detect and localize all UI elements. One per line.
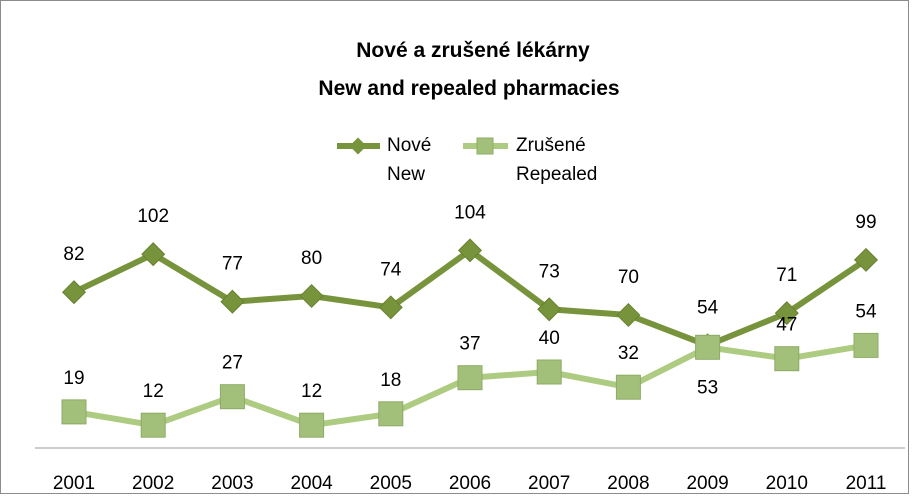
x-tick-label-2006: 2006 [449,473,491,494]
x-tick-label-2002: 2002 [132,473,174,494]
marker-new-2004 [299,283,324,309]
marker-repealed-2001 [61,399,87,425]
marker-new-2007 [537,297,562,322]
series-line-new [72,247,868,349]
marker-new-2008 [616,302,641,328]
chart-title-line-1: Nové a zrušené lékárny [356,39,590,62]
data-label-repealed-2004: 12 [301,381,322,402]
data-label-repealed-2011: 54 [855,301,877,322]
data-label-repealed-2005: 18 [380,370,401,391]
marker-repealed-2007 [536,359,562,385]
data-label-new-2003: 77 [222,254,243,275]
marker-repealed-2004 [299,412,325,438]
data-label-repealed-2008: 32 [618,343,639,364]
x-tick-label-2005: 2005 [370,473,412,494]
data-label-new-2004: 80 [301,248,322,269]
marker-new-2011 [853,247,879,272]
marker-repealed-2008 [615,374,641,400]
x-tick-label-2004: 2004 [290,473,333,494]
data-label-repealed-2006: 37 [459,334,480,355]
data-label-new-2005: 74 [380,259,402,280]
legend-label-new-2: New [387,164,425,185]
legend: Nové New Zrušené Repealed [337,135,597,185]
data-label-new-2001: 82 [63,244,84,265]
x-tick-label-2009: 2009 [686,473,728,494]
legend-label-repealed-1: Zrušené [516,135,586,156]
legend-label-new-1: Nové [387,135,431,156]
x-tick-label-2003: 2003 [211,473,253,494]
marker-repealed-2003 [219,384,245,410]
data-label-repealed-2010: 47 [776,315,797,336]
legend-label-repealed-2: Repealed [516,164,597,185]
x-tick-label-2007: 2007 [528,473,570,494]
data-label-repealed-2003: 27 [222,353,243,374]
data-label-new-2009: 54 [697,297,719,318]
data-label-new-2006: 104 [454,202,486,223]
legend-marker-repealed [476,137,494,155]
legend-marker-new [349,137,367,155]
legend-item-new: Nové New [337,135,431,185]
series-markers [61,238,879,438]
x-tick-label-2010: 2010 [766,473,808,494]
marker-repealed-2011 [853,332,879,358]
x-tick-labels: 2001 2002 2003 2004 2005 2006 2007 2008 2009 2010… [53,473,887,494]
x-tick-label-2008: 2008 [607,473,649,494]
x-tick-label-2001: 2001 [53,473,95,494]
data-label-new-2007: 73 [539,261,560,282]
data-label-repealed-2007: 40 [539,328,560,349]
data-label-repealed-2002: 12 [143,381,164,402]
marker-repealed-2006 [457,365,483,391]
data-labels: 82 102 77 80 74 104 73 70 54 71 99 19 12 27 12 18 37 40 32… [63,202,877,402]
legend-item-repealed: Zrušené Repealed [463,135,597,185]
marker-repealed-2005 [378,401,404,427]
data-label-new-2010: 71 [776,265,797,286]
marker-repealed-2009 [695,334,721,360]
data-label-repealed-2009: 53 [697,377,718,398]
data-label-new-2011: 99 [855,212,876,233]
data-label-repealed-2001: 19 [63,368,84,389]
marker-repealed-2010 [774,346,800,372]
data-label-new-2008: 70 [618,267,639,288]
x-tick-label-2011: 2011 [846,473,887,494]
marker-new-2010 [774,301,799,326]
marker-new-2006 [457,238,483,263]
chart-title-line-2: New and repealed pharmacies [318,77,619,100]
marker-new-2002 [141,242,166,267]
marker-new-2001 [61,280,87,305]
marker-new-2003 [220,289,245,314]
marker-new-2005 [378,295,403,320]
data-label-new-2002: 102 [137,206,169,227]
marker-repealed-2002 [140,412,166,438]
